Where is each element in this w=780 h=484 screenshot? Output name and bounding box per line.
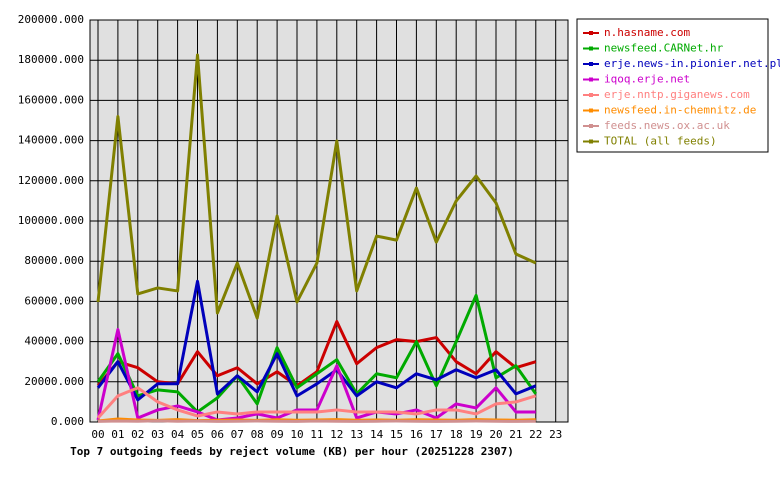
y-tick-label: 80000.000: [24, 254, 84, 267]
legend-marker: [589, 31, 593, 35]
x-tick-label: 15: [390, 428, 403, 441]
legend-marker: [589, 108, 593, 113]
y-tick-label: 180000.000: [18, 53, 84, 66]
legend-label: iqoq.erje.net: [604, 73, 690, 86]
legend-label: n.hasname.com: [604, 26, 690, 39]
x-tick-label: 11: [310, 428, 323, 441]
series-line: [96, 53, 537, 320]
legend-marker: [589, 124, 593, 128]
x-tick-label: 08: [251, 428, 264, 441]
x-tick-label: 00: [91, 428, 104, 441]
x-tick-label: 05: [191, 428, 204, 441]
x-tick-label: 02: [131, 428, 144, 441]
legend-label: erje.nntp.giganews.com: [604, 88, 750, 101]
series-line: [97, 419, 536, 423]
legend-label: newsfeed.CARNet.hr: [604, 42, 724, 55]
x-tick-label: 20: [489, 428, 502, 441]
y-tick-label: 120000.000: [18, 174, 84, 187]
x-tick-label: 07: [231, 428, 244, 441]
y-tick-label: 40000.000: [24, 335, 84, 348]
y-tick-label: 160000.000: [18, 93, 84, 106]
chart-title: Top 7 outgoing feeds by reject volume (K…: [70, 445, 514, 458]
x-tick-label: 14: [370, 428, 384, 441]
legend-label: feeds.news.ox.ac.uk: [604, 119, 730, 132]
legend-label: TOTAL (all feeds): [604, 135, 717, 148]
series-line: [96, 293, 538, 414]
legend-label: erje.news-in.pionier.net.pl: [604, 57, 780, 70]
x-tick-label: 19: [469, 428, 482, 441]
y-tick-label: 140000.000: [18, 134, 84, 147]
series-line: [96, 386, 537, 419]
x-tick-label: 01: [111, 428, 124, 441]
legend-marker: [589, 77, 593, 82]
y-tick-label: 20000.000: [24, 375, 84, 388]
x-tick-label: 18: [450, 428, 463, 441]
x-tick-label: 03: [151, 428, 164, 441]
series-line: [96, 279, 537, 402]
legend-marker: [589, 139, 593, 144]
x-tick-label: 04: [171, 428, 185, 441]
x-tick-label: 17: [430, 428, 443, 441]
x-tick-label: 13: [350, 428, 363, 441]
y-tick-label: 100000.000: [18, 214, 84, 227]
x-tick-label: 10: [290, 428, 303, 441]
legend-marker: [589, 93, 593, 97]
legend-marker: [589, 46, 593, 51]
y-tick-label: 200000.000: [18, 13, 84, 26]
x-tick-label: 06: [211, 428, 224, 441]
y-tick-label: 60000.000: [24, 294, 84, 307]
x-tick-label: 23: [549, 428, 562, 441]
x-tick-label: 21: [509, 428, 522, 441]
x-tick-label: 12: [330, 428, 343, 441]
legend-box: [576, 18, 769, 153]
x-tick-label: 22: [529, 428, 542, 441]
y-tick-label: 0.000: [51, 415, 84, 428]
legend-marker: [589, 62, 593, 66]
x-tick-label: 09: [270, 428, 283, 441]
legend-label: newsfeed.in-chemnitz.de: [604, 104, 756, 117]
x-tick-label: 16: [410, 428, 423, 441]
